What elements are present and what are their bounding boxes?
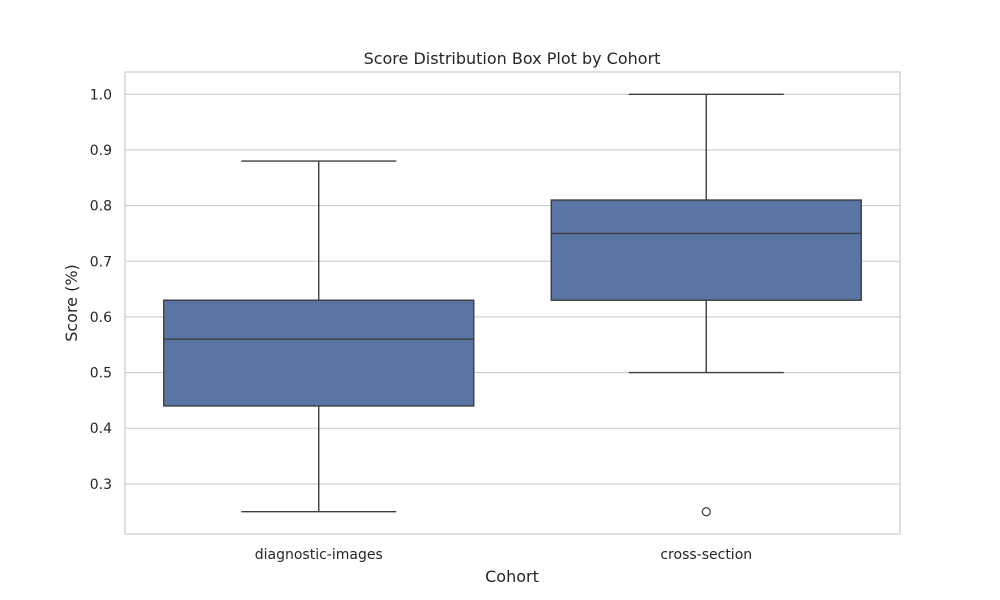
- box-group: [550, 93, 862, 517]
- y-tick-label: 0.4: [90, 421, 112, 437]
- x-tick-label: diagnostic-images: [255, 547, 383, 563]
- plot-frame: [124, 71, 901, 535]
- y-tick-label: 0.6: [90, 310, 112, 326]
- outlier-point: [701, 507, 711, 517]
- x-tick-labels: diagnostic-images cross-section: [255, 547, 752, 563]
- y-tick-label: 0.9: [90, 143, 112, 159]
- y-axis-title: Score (%): [62, 264, 81, 342]
- chart-title: Score Distribution Box Plot by Cohort: [364, 49, 661, 68]
- x-axis-title: Cohort: [485, 567, 539, 586]
- y-tick-labels: 0.3 0.4 0.5 0.6 0.7 0.8 0.9 1.0: [90, 87, 112, 493]
- y-tick-label: 0.7: [90, 254, 112, 270]
- y-tick-label: 1.0: [90, 87, 112, 103]
- y-tick-label: 0.5: [90, 366, 112, 382]
- iqr-box: [550, 199, 862, 301]
- y-tick-label: 0.3: [90, 477, 112, 493]
- boxes: [163, 93, 862, 517]
- iqr-box: [163, 299, 475, 407]
- y-tick-label: 0.8: [90, 199, 112, 215]
- box-group: [163, 160, 475, 513]
- x-tick-label: cross-section: [660, 547, 752, 563]
